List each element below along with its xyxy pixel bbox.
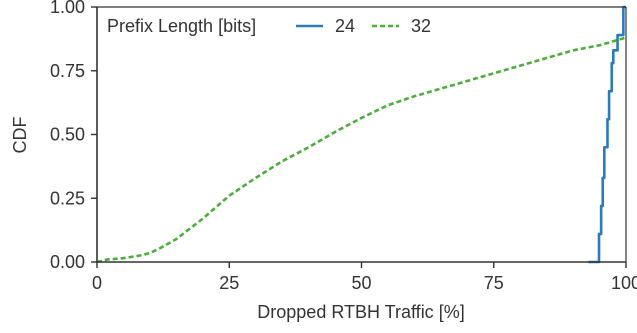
legend-title: Prefix Length [bits]: [107, 16, 256, 36]
ticks-layer: 0 25 50 75 100 0.00 0.25 0.50 0.75 1.00: [50, 0, 637, 293]
legend: Prefix Length [bits] 24 32: [107, 16, 431, 36]
axes-layer: [96, 6, 627, 263]
y-tick-label: 0.00: [50, 252, 85, 272]
legend-label-24: 24: [335, 16, 355, 36]
x-tick-label: 0: [92, 273, 102, 293]
x-axis-label: Dropped RTBH Traffic [%]: [257, 302, 464, 322]
series-line-32: [96, 36, 627, 264]
y-tick-label: 0.75: [50, 61, 85, 81]
y-axis-label: CDF: [10, 117, 30, 154]
x-tick-label: 25: [219, 273, 239, 293]
series-layer: [96, 5, 627, 264]
y-tick-label: 0.25: [50, 188, 85, 208]
series-line-24: [588, 5, 626, 264]
x-tick-label: 50: [351, 273, 371, 293]
y-tick-label: 1.00: [50, 0, 85, 17]
x-tick-label: 75: [484, 273, 504, 293]
legend-label-32: 32: [411, 16, 431, 36]
y-tick-label: 0.50: [50, 125, 85, 145]
x-tick-label: 100: [611, 273, 637, 293]
